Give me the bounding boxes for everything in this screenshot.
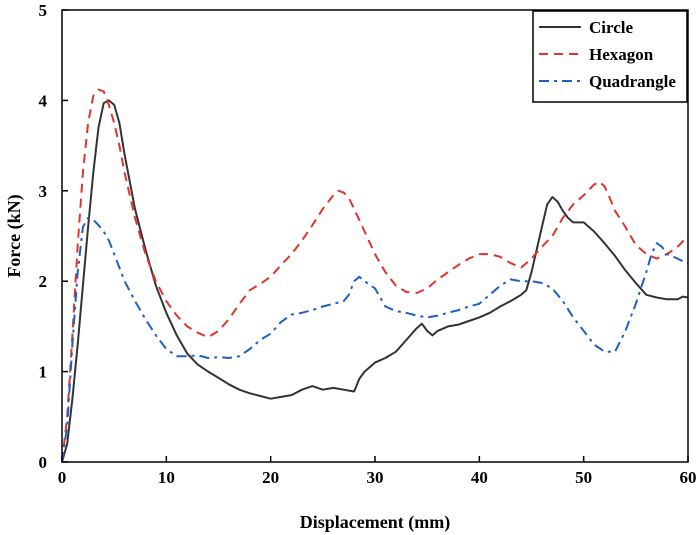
series-line-circle	[61, 99, 689, 463]
axis-ticks: 0 10 20 30 40 50 60 0 1 2 3 4 5	[39, 1, 697, 487]
series-line-hexagon	[61, 88, 689, 463]
x-tick-label: 60	[680, 468, 697, 487]
x-tick-label: 20	[262, 468, 279, 487]
series-layer	[61, 88, 689, 463]
x-tick-label: 0	[58, 468, 67, 487]
series-line-quadrangle	[61, 216, 689, 463]
y-tick-label: 0	[39, 453, 48, 472]
x-tick-label: 50	[575, 468, 592, 487]
legend-label-circle: Circle	[589, 18, 634, 37]
y-tick-label: 5	[39, 1, 48, 20]
y-axis-title: Force (kN)	[4, 194, 25, 277]
x-tick-label: 10	[158, 468, 175, 487]
y-tick-label: 2	[39, 272, 48, 291]
legend-label-hexagon: Hexagon	[589, 45, 654, 64]
x-axis-title: Displacement (mm)	[300, 512, 450, 533]
y-tick-label: 1	[39, 363, 48, 382]
legend: Circle Hexagon Quadrangle	[532, 10, 688, 103]
x-tick-label: 40	[471, 468, 488, 487]
x-tick-label: 30	[367, 468, 384, 487]
y-tick-label: 3	[39, 182, 48, 201]
y-tick-label: 4	[39, 91, 48, 110]
legend-label-quadrangle: Quadrangle	[589, 72, 676, 91]
